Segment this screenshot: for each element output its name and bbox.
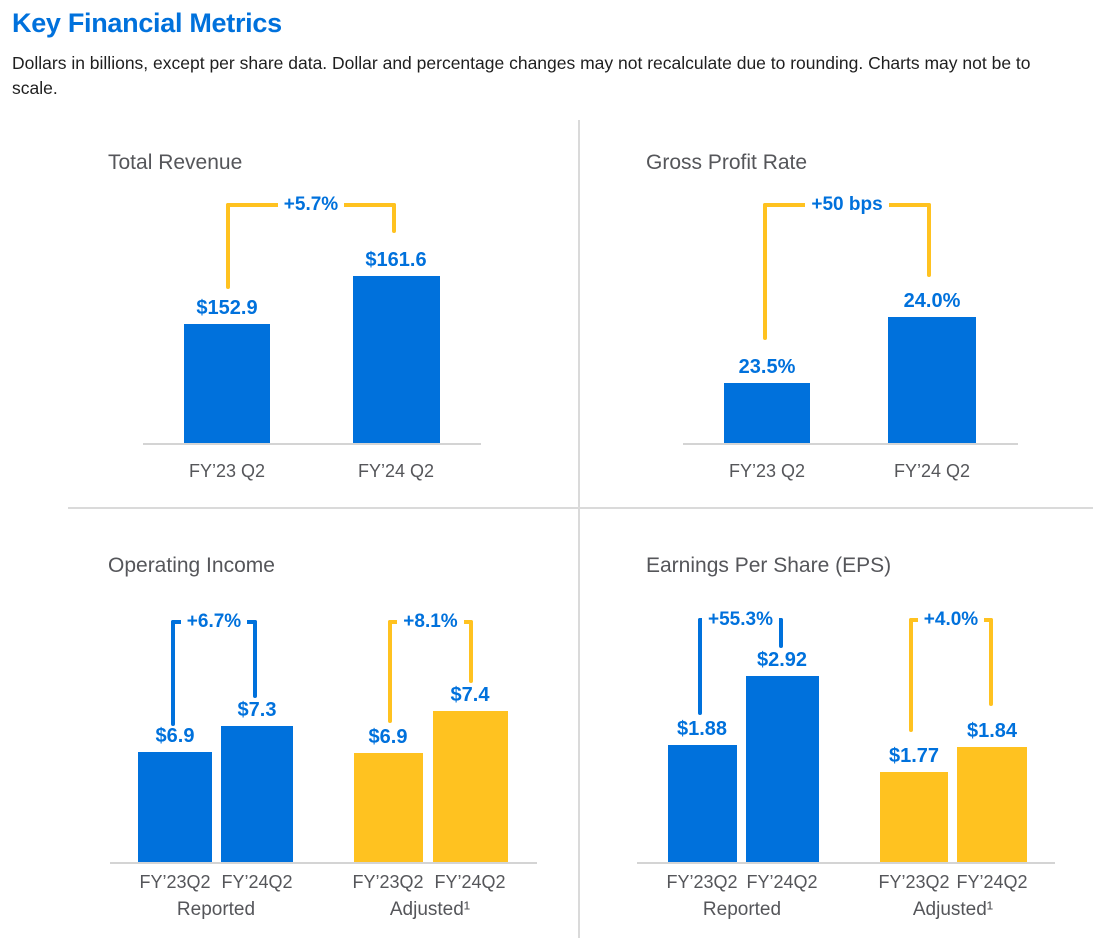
bar-category-label: FY’23Q2	[666, 872, 738, 892]
bar-category-label: FY’23Q2	[878, 872, 950, 892]
bar-category-label: FY’24Q2	[221, 872, 293, 892]
bar-category-label: FY’23Q2	[352, 872, 424, 892]
change-bracket-right-arm	[392, 203, 396, 233]
change-label-wrap: +8.1%	[388, 611, 473, 633]
bar-fy-23-q2	[184, 324, 270, 443]
change-bracket-left-arm	[388, 620, 392, 723]
bar-value-label: $6.9	[155, 725, 195, 747]
change-label-wrap: +55.3%	[698, 609, 783, 631]
chart-baseline	[110, 862, 537, 864]
chart-baseline	[637, 862, 1055, 864]
change-label: +55.3%	[702, 609, 779, 631]
change-label: +5.7%	[277, 194, 345, 216]
group-label: Reported	[176, 899, 256, 920]
bar-value-label: $2.92	[756, 649, 808, 671]
bar-fy-24q2-adjusted	[957, 747, 1027, 862]
chart-title: Gross Profit Rate	[646, 151, 808, 174]
bar-fy-23q2-adjusted	[880, 772, 948, 862]
group-label: Reported	[702, 899, 782, 920]
bar-category-label: FY’24Q2	[434, 872, 506, 892]
change-bracket-left-arm	[763, 203, 767, 340]
bar-fy-24-q2	[888, 317, 976, 443]
bar-category-label: FY’24 Q2	[893, 461, 971, 481]
chart-baseline	[683, 443, 1018, 445]
bar-fy-23q2-adjusted	[354, 753, 423, 862]
bar-category-label: FY’24Q2	[956, 872, 1028, 892]
horizontal-divider	[68, 507, 1093, 509]
chart-baseline	[143, 443, 481, 445]
bar-category-label: FY’24 Q2	[357, 461, 435, 481]
bar-category-label: FY’23 Q2	[728, 461, 806, 481]
change-bracket-right-arm	[469, 620, 473, 683]
bar-category-label: FY’23 Q2	[188, 461, 266, 481]
vertical-divider	[578, 120, 580, 938]
bar-fy-23-q2	[724, 383, 810, 443]
change-label-wrap: +50 bps	[763, 194, 931, 216]
change-bracket-right-arm	[253, 620, 257, 698]
group-label: Adjusted¹	[389, 899, 471, 920]
page-subtitle: Dollars in billions, except per share da…	[12, 53, 1031, 98]
change-label: +50 bps	[805, 194, 889, 216]
bar-fy-24q2-adjusted	[433, 711, 508, 862]
change-bracket-left-arm	[909, 618, 913, 732]
change-label-wrap: +5.7%	[226, 194, 396, 216]
change-bracket-left-arm	[226, 203, 230, 289]
change-label: +4.0%	[917, 609, 985, 631]
change-label: +8.1%	[397, 611, 464, 633]
bar-value-label: $1.77	[888, 745, 940, 767]
change-bracket-right-arm	[927, 203, 931, 277]
change-bracket-right-arm	[779, 618, 783, 648]
group-label: Adjusted¹	[912, 899, 994, 920]
change-label-wrap: +6.7%	[171, 611, 257, 633]
bar-value-label: $1.88	[676, 718, 728, 740]
change-bracket-left-arm	[698, 618, 702, 715]
change-label-wrap: +4.0%	[909, 609, 993, 631]
bar-value-label: 23.5%	[738, 356, 796, 378]
bar-fy-24q2-reported	[746, 676, 819, 862]
change-bracket-left-arm	[171, 620, 175, 726]
bar-value-label: $6.9	[368, 726, 408, 748]
bar-fy-23q2-reported	[138, 752, 212, 862]
bar-value-label: $161.6	[365, 249, 427, 271]
change-bracket-right-arm	[989, 618, 993, 706]
page-title: Key Financial Metrics	[12, 8, 282, 38]
bar-category-label: FY’24Q2	[746, 872, 818, 892]
chart-title: Earnings Per Share (EPS)	[646, 554, 892, 577]
bar-value-label: $1.84	[966, 720, 1018, 742]
chart-title: Total Revenue	[108, 151, 243, 174]
bar-value-label: $7.3	[237, 699, 277, 721]
bar-fy-24q2-reported	[221, 726, 293, 862]
bar-category-label: FY’23Q2	[139, 872, 211, 892]
bar-fy-23q2-reported	[668, 745, 737, 862]
bar-value-label: $152.9	[196, 297, 258, 319]
change-label: +6.7%	[180, 611, 248, 633]
chart-title: Operating Income	[108, 554, 275, 577]
bar-value-label: 24.0%	[903, 290, 961, 312]
bar-value-label: $7.4	[450, 684, 490, 706]
bar-fy-24-q2	[353, 276, 440, 443]
